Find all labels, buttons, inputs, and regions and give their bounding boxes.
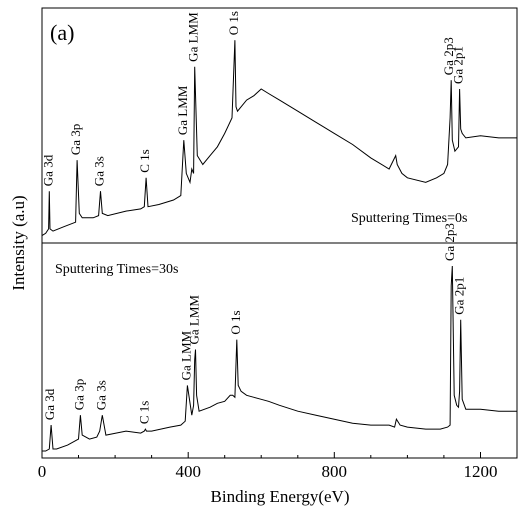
panel-label: (a) bbox=[50, 20, 74, 45]
spectrum-line-panel-0-series-0 bbox=[41, 40, 517, 237]
peak-label-panel-0-5: Ga LMM bbox=[186, 12, 201, 62]
peak-label-panel-0-7: Ga 2p3 bbox=[441, 37, 456, 75]
peak-label-panel-0-8: Ga 2p1 bbox=[451, 46, 466, 84]
x-axis-ticks: 0 400 800 1200 bbox=[38, 452, 518, 481]
peak-label-panel-1-1: Ga 3p bbox=[71, 379, 86, 410]
x-tick-label-0: 0 bbox=[38, 462, 47, 481]
y-axis-label: Intensity (a.u) bbox=[9, 195, 28, 290]
series-layer bbox=[41, 40, 517, 452]
x-tick-label-2: 800 bbox=[322, 462, 348, 481]
x-axis-label: Binding Energy(eV) bbox=[211, 487, 350, 506]
peak-label-panel-1-6: O 1s bbox=[228, 310, 243, 334]
spectrum-line-panel-1-series-0 bbox=[42, 265, 517, 452]
x-tick-label-1: 400 bbox=[175, 462, 201, 481]
x-tick-label-3: 1200 bbox=[464, 462, 498, 481]
annotation-bottom: Sputtering Times=30s bbox=[55, 262, 178, 277]
peak-label-panel-1-4: Ga LMM bbox=[178, 330, 193, 380]
peak-label-panel-0-6: O 1s bbox=[226, 11, 241, 35]
peak-label-panel-0-4: Ga LMM bbox=[175, 85, 190, 135]
plot-frame bbox=[41, 7, 518, 459]
annotation-top: Sputtering Times=0s bbox=[351, 211, 467, 226]
peak-label-panel-0-1: Ga 3p bbox=[68, 124, 83, 155]
peak-label-panel-1-3: C 1s bbox=[136, 401, 151, 424]
peak-label-panel-1-8: Ga 2p1 bbox=[452, 277, 467, 315]
peak-label-panel-0-0: Ga 3d bbox=[40, 154, 55, 186]
peak-label-panel-1-2: Ga 3s bbox=[93, 380, 108, 410]
peak-label-panel-1-0: Ga 3d bbox=[42, 388, 57, 420]
peak-label-panel-1-7: Ga 2p3 bbox=[442, 223, 457, 261]
peak-label-panel-0-3: C 1s bbox=[137, 149, 152, 172]
peak-label-panel-1-5: Ga LMM bbox=[187, 295, 202, 345]
peak-label-panel-0-2: Ga 3s bbox=[92, 156, 107, 186]
